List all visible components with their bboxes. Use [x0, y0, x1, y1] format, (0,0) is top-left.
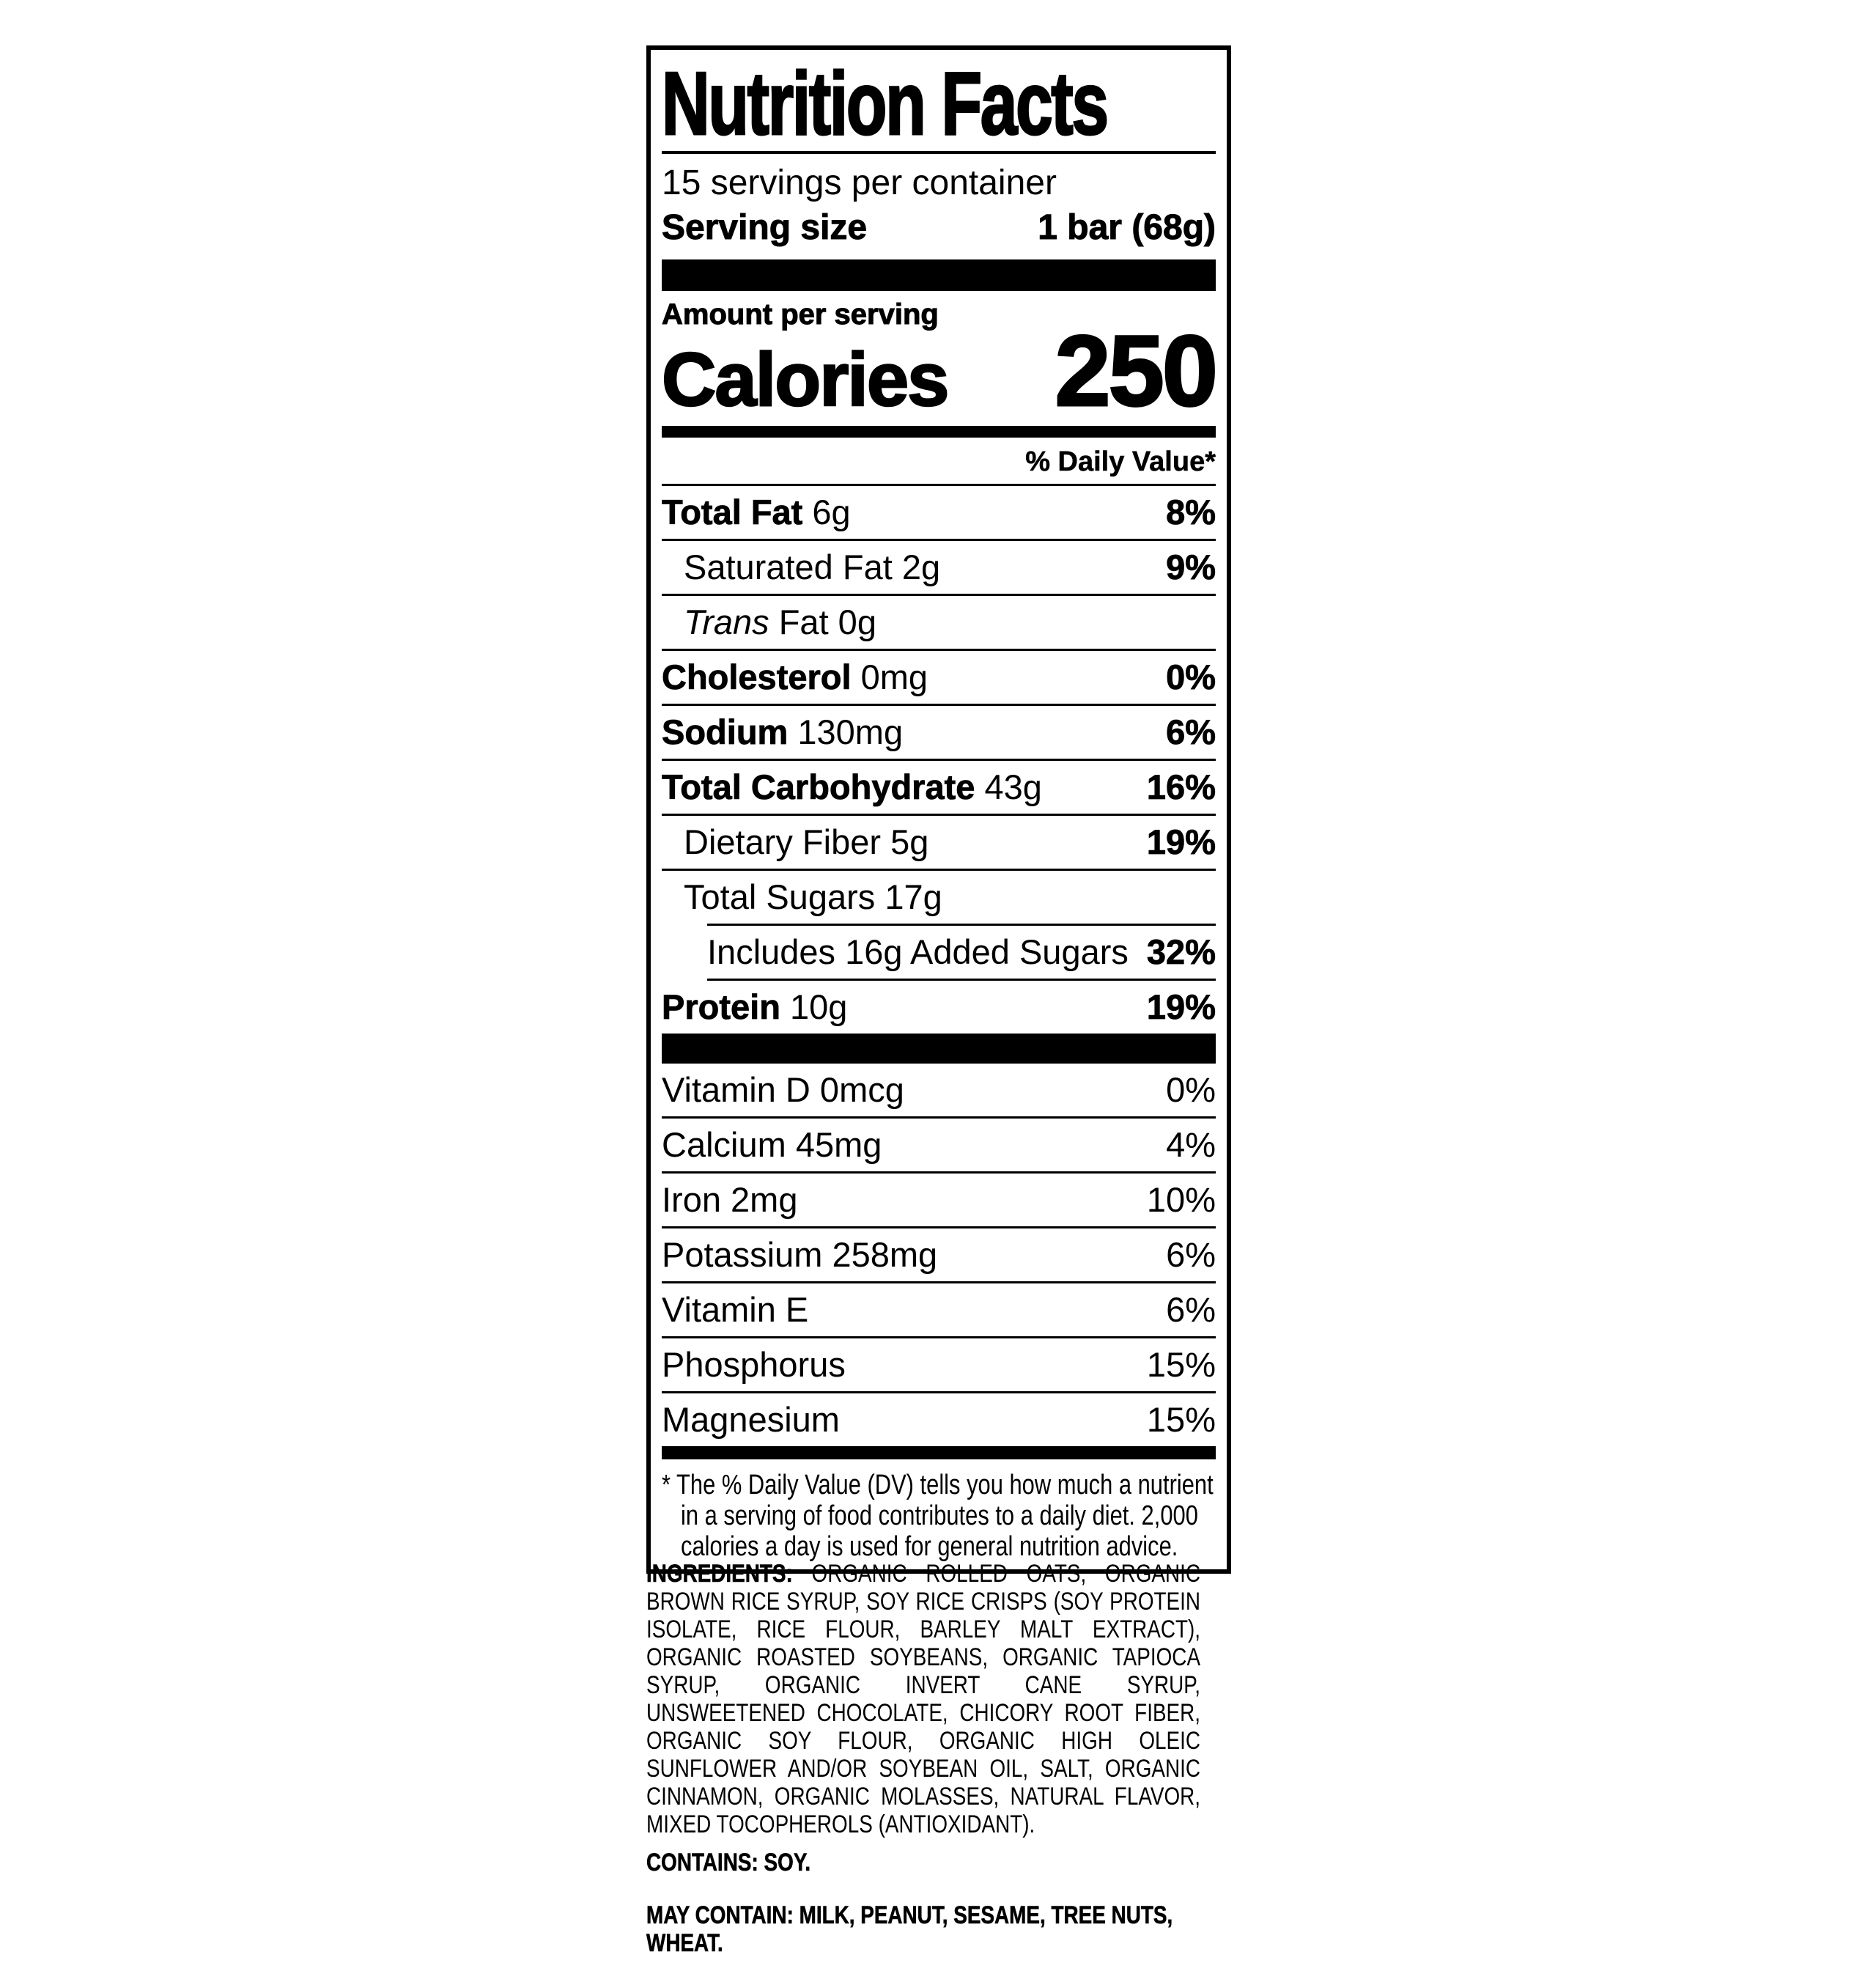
nutrient-name-italic: Trans: [684, 603, 769, 641]
micronutrient-name: Calcium 45mg: [662, 1125, 882, 1164]
daily-value-footnote-text: * The % Daily Value (DV) tells you how m…: [662, 1470, 1214, 1562]
ingredients-section: INGREDIENTS: ORGANIC ROLLED OATS, ORGANI…: [646, 1560, 1200, 1982]
micronutrient-dv: 4%: [1166, 1125, 1216, 1164]
divider-bar-thick-middle: [662, 1034, 1216, 1064]
divider-bar-thick-top: [662, 259, 1216, 291]
nutrient-dv: 19%: [1146, 987, 1216, 1027]
micronutrient-name: Iron 2mg: [662, 1180, 798, 1219]
serving-size-row: Serving size 1 bar (68g): [661, 205, 1216, 251]
nutrient-name: Cholesterol: [662, 657, 852, 697]
nutrient-dv: 0%: [1166, 657, 1216, 697]
micronutrient-row-calcium: Calcium 45mg 4%: [662, 1119, 1216, 1174]
nutrition-facts-panel: Nutrition Facts 15 servings per containe…: [646, 45, 1231, 1574]
ingredients-paragraph: INGREDIENTS: ORGANIC ROLLED OATS, ORGANI…: [646, 1560, 1200, 1838]
nutrient-name: Protein: [662, 987, 781, 1027]
nutrient-name: Dietary Fiber: [684, 822, 882, 861]
micronutrient-name: Phosphorus: [662, 1345, 846, 1384]
nutrient-name-amount: Sodium 130mg: [662, 706, 904, 759]
micronutrient-row-magnesium: Magnesium 15%: [662, 1393, 1216, 1446]
nutrient-name-amount: Protein 10g: [662, 981, 848, 1034]
nutrient-name-amount: Total Sugars 17g: [684, 871, 942, 924]
nutrient-name-amount: Cholesterol 0mg: [662, 651, 928, 704]
nutrient-amount: 0mg: [860, 657, 928, 696]
ingredients-inner: INGREDIENTS: ORGANIC ROLLED OATS, ORGANI…: [646, 1560, 1200, 1958]
nutrient-amount: 130mg: [797, 712, 904, 751]
nutrient-row-total-sugars: Total Sugars 17g: [662, 871, 1216, 924]
nutrient-name: Total Carbohydrate: [662, 767, 975, 807]
nutrient-amount: Fat 0g: [769, 603, 876, 641]
nutrient-dv: 32%: [1146, 932, 1216, 972]
nutrient-dv: 19%: [1146, 822, 1216, 862]
micronutrient-row-vitamin-e: Vitamin E 6%: [662, 1283, 1216, 1338]
micronutrient-name: Vitamin E: [662, 1290, 809, 1329]
divider-bar-mid: [662, 426, 1216, 438]
nutrient-name: Includes 16g Added Sugars: [707, 932, 1129, 971]
micronutrient-dv: 0%: [1166, 1070, 1216, 1109]
nutrient-row-total-fat: Total Fat 6g 8%: [662, 486, 1216, 541]
serving-size-value: 1 bar (68g): [1038, 208, 1216, 248]
micronutrient-name: Potassium 258mg: [662, 1235, 938, 1274]
nutrient-name-amount: Total Fat 6g: [662, 486, 851, 539]
nutrient-row-saturated-fat: Saturated Fat 2g 9%: [662, 541, 1216, 596]
micronutrient-dv: 15%: [1146, 1345, 1216, 1384]
title-divider: [662, 151, 1216, 154]
nutrient-row-total-carbohydrate: Total Carbohydrate 43g 16%: [662, 761, 1216, 816]
micronutrient-dv: 15%: [1146, 1400, 1216, 1439]
nutrient-amount: 43g: [984, 767, 1042, 806]
micronutrient-dv: 6%: [1166, 1235, 1216, 1274]
page-background: Nutrition Facts 15 servings per containe…: [646, 45, 1231, 1958]
nutrient-row-sodium: Sodium 130mg 6%: [662, 706, 1216, 761]
micronutrient-row-phosphorus: Phosphorus 15%: [662, 1338, 1216, 1393]
may-contain-statement: MAY CONTAIN: MILK, PEANUT, SESAME, TREE …: [646, 1901, 1173, 1958]
nutrient-row-trans-fat: Trans Fat 0g: [662, 596, 1216, 651]
panel-title-text: Nutrition Facts: [661, 54, 1109, 153]
nutrient-name: Sodium: [662, 712, 789, 752]
micronutrient-row-iron: Iron 2mg 10%: [662, 1174, 1216, 1228]
nutrient-name: Total Sugars: [684, 877, 876, 916]
nutrient-name: Total Fat: [662, 493, 803, 532]
nutrient-amount: 6g: [812, 493, 851, 531]
nutrient-row-cholesterol: Cholesterol 0mg 0%: [662, 651, 1216, 706]
nutrient-name-amount: Saturated Fat 2g: [684, 541, 940, 594]
nutrient-amount: 2g: [901, 548, 941, 586]
nutrient-amount: 17g: [885, 877, 942, 916]
ingredients-heading: INGREDIENTS:: [646, 1560, 793, 1588]
nutrient-name: Saturated Fat: [684, 548, 893, 586]
divider-bar-bottom: [662, 1446, 1216, 1459]
nutrient-row-dietary-fiber: Dietary Fiber 5g 19%: [662, 816, 1216, 871]
contains-statement: CONTAINS: SOY.: [646, 1849, 811, 1877]
nutrient-amount: 10g: [789, 987, 848, 1026]
nutrient-dv: 9%: [1166, 548, 1216, 587]
nutrient-name-amount: Total Carbohydrate 43g: [662, 761, 1042, 814]
micronutrient-row-vitamin-d: Vitamin D 0mcg 0%: [662, 1064, 1216, 1119]
daily-value-footnote: * The % Daily Value (DV) tells you how m…: [662, 1470, 1216, 1562]
nutrient-name-amount: Trans Fat 0g: [684, 596, 876, 649]
calories-row: Calories 250: [661, 315, 1219, 427]
calories-label: Calories: [661, 336, 950, 423]
serving-size-label: Serving size: [661, 208, 868, 248]
nutrient-amount: 5g: [890, 822, 929, 861]
micronutrient-name: Magnesium: [662, 1400, 840, 1439]
micronutrient-name: Vitamin D 0mcg: [662, 1070, 904, 1109]
servings-per-container: 15 servings per container: [662, 163, 1057, 202]
nutrient-name-amount: Includes 16g Added Sugars: [707, 926, 1129, 979]
daily-value-header: % Daily Value*: [662, 438, 1216, 486]
micronutrient-row-potassium: Potassium 258mg 6%: [662, 1228, 1216, 1283]
nutrient-row-added-sugars: Includes 16g Added Sugars 32%: [707, 924, 1216, 981]
micronutrient-dv: 10%: [1146, 1180, 1216, 1219]
nutrient-row-protein: Protein 10g 19%: [662, 981, 1216, 1034]
calories-value: 250: [1054, 315, 1219, 427]
nutrient-name-amount: Dietary Fiber 5g: [684, 816, 928, 869]
nutrient-dv: 6%: [1166, 712, 1216, 752]
panel-title: Nutrition Facts: [661, 54, 1216, 153]
nutrient-dv: 8%: [1166, 493, 1216, 532]
amount-per-serving-label: Amount per serving: [662, 298, 939, 331]
ingredients-list: ORGANIC ROLLED OATS, ORGANIC BROWN RICE …: [646, 1560, 1201, 1838]
micronutrient-dv: 6%: [1166, 1290, 1216, 1329]
nutrient-dv: 16%: [1146, 767, 1216, 807]
